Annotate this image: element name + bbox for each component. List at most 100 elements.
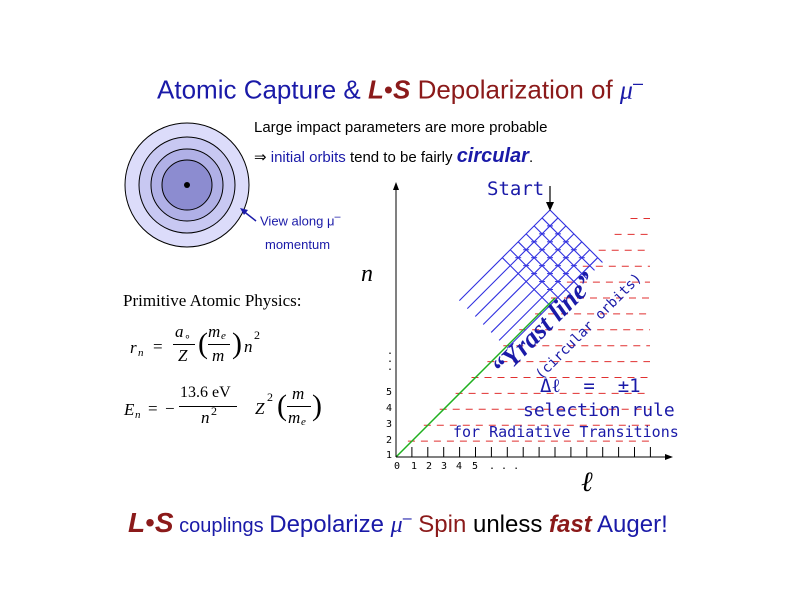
close-paren: ) <box>232 327 242 360</box>
ev-value: 13.6 eV <box>180 384 231 401</box>
title-part2: Depolarization of <box>410 74 620 105</box>
e-m-symbol: m <box>292 384 305 403</box>
bottom-ls-s: S <box>154 507 174 538</box>
n-axis-arrow-icon <box>393 182 399 190</box>
radiative-transitions-label: for Radiative Transitions <box>453 423 679 441</box>
view-arrowhead-icon <box>240 208 248 215</box>
z-symbol: Z <box>178 346 188 365</box>
momentum-label: momentum <box>265 237 331 252</box>
bottom-fast: fast <box>549 511 592 538</box>
me-symbol: m <box>208 322 221 341</box>
en-symbol: E <box>124 400 135 419</box>
en-subscript: n <box>135 409 141 421</box>
rn-subscript: n <box>138 347 144 359</box>
l-tick-4: 4 <box>456 461 462 472</box>
implies-arrow: ⇒ <box>254 149 267 166</box>
start-arrow-icon <box>546 202 554 211</box>
bottom-mu: μ <box>390 512 403 538</box>
title-ls-l: L <box>368 74 384 105</box>
title-mu: μ <box>619 75 633 105</box>
e-me-symbol: m <box>288 408 301 427</box>
title-ls-s: S <box>393 74 411 105</box>
n-dot-1: . <box>387 346 393 357</box>
view-along-minus: – <box>334 211 341 223</box>
view-along-label: View along μ– <box>260 211 341 228</box>
n-tick-2: 2 <box>386 435 392 446</box>
e-fraction-bar <box>287 406 311 407</box>
n-dot-3: . <box>387 362 393 373</box>
me-subscript: e <box>221 330 226 342</box>
subtitle-line1: Large impact parameters are more probabl… <box>254 119 548 136</box>
l-tick-1: 1 <box>411 461 417 472</box>
n-exponent: 2 <box>254 328 260 342</box>
selection-rule-label: selection rule <box>523 400 675 421</box>
atom-illustration <box>124 122 257 248</box>
title-part1: Atomic Capture & <box>157 74 368 105</box>
page-title: Atomic Capture & L•S Depolarization of μ… <box>0 66 800 108</box>
bottom-ls-dot: • <box>145 507 155 538</box>
n-tick-3: 3 <box>386 419 392 430</box>
bottom-couplings: couplings <box>173 515 270 537</box>
l-tick-ellipsis: . . . <box>489 461 519 472</box>
l-tick-5: 5 <box>472 461 478 472</box>
n-tick-5: 5 <box>386 387 392 398</box>
transition-line <box>490 241 583 333</box>
energy-formula: E n = − 13.6 eV n 2 Z 2 ( m m e ) <box>122 384 332 436</box>
transition-line <box>466 217 559 309</box>
n2-exponent: 2 <box>211 404 217 418</box>
transition-line <box>501 257 556 311</box>
radius-formula: r n = a ∘ Z ( m e m ) n 2 <box>128 322 298 372</box>
l-tick-3: 3 <box>441 461 447 472</box>
title-mu-minus: – <box>632 73 643 93</box>
yrast-line <box>395 297 556 458</box>
a0-fraction-bar <box>173 344 195 345</box>
z2-exponent: 2 <box>267 390 273 404</box>
transition-line <box>533 225 587 279</box>
subtitle-line2: ⇒ initial orbits tend to be fairly circu… <box>254 145 533 168</box>
transition-line <box>482 233 575 325</box>
transition-line <box>506 257 599 349</box>
n2-symbol: n <box>201 408 210 427</box>
e-me-subscript: e <box>301 416 306 428</box>
bottom-statement: L•S couplings Depolarize μ– Spin unless … <box>128 503 668 542</box>
n-dot-2: . <box>387 354 393 365</box>
primitive-physics-heading: Primitive Atomic Physics: <box>123 291 302 310</box>
z2-symbol: Z <box>255 399 265 418</box>
l-axis-ticks <box>411 447 651 457</box>
n-axis-label: n <box>361 261 373 287</box>
transition-line <box>549 209 603 263</box>
transition-line <box>541 217 595 271</box>
m-symbol: m <box>212 346 225 365</box>
ev-fraction-bar <box>179 406 237 407</box>
rn-symbol: r <box>130 338 137 357</box>
open-paren: ( <box>198 327 208 360</box>
transition-lines <box>458 209 603 349</box>
en-equals: = <box>148 399 158 418</box>
transition-line <box>474 225 567 317</box>
l-tick-2: 2 <box>426 461 432 472</box>
l-axis-label: ℓ <box>581 467 593 498</box>
n-tick-1: 1 <box>386 450 392 461</box>
start-label: Start <box>487 178 544 200</box>
en-minus: − <box>165 399 175 418</box>
transition-line <box>509 249 564 303</box>
bottom-depolarize: Depolarize <box>269 511 391 538</box>
n-symbol: n <box>244 337 253 356</box>
period: . <box>528 149 534 166</box>
me-fraction-bar <box>208 344 230 345</box>
e-close-paren: ) <box>312 389 322 422</box>
bottom-auger: Auger! <box>591 511 668 538</box>
atom-nucleus <box>184 182 190 188</box>
l-axis-arrow-icon <box>665 454 673 460</box>
view-along-text: View along μ <box>260 213 335 229</box>
bottom-ls-l: L <box>128 507 146 538</box>
bottom-unless: unless <box>472 511 550 538</box>
bottom-spin: Spin <box>411 511 473 538</box>
transition-line <box>517 241 572 295</box>
circular-text: circular <box>456 145 529 167</box>
a0-symbol: a <box>175 322 184 341</box>
transition-line <box>458 209 551 302</box>
delta-l-label: Δℓ = ±1 <box>540 375 641 397</box>
initial-orbits-text: initial orbits <box>266 149 346 166</box>
